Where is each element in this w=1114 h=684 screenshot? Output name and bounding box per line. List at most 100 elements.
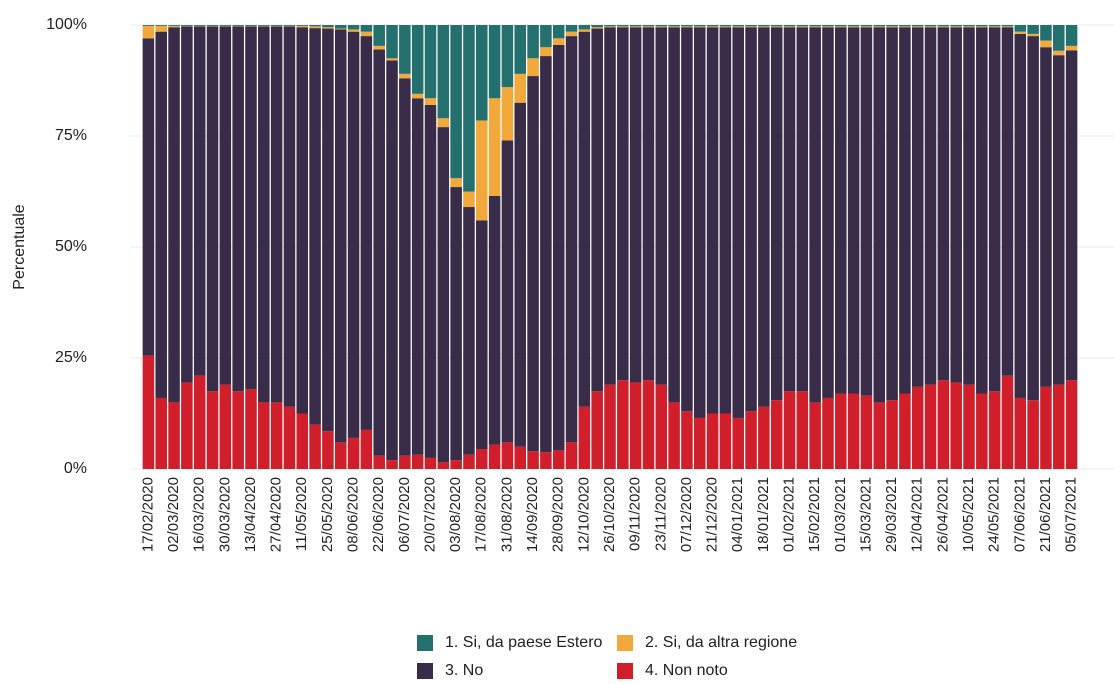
x-tick-label: 12/10/2020: [575, 477, 592, 552]
bar-segment: [258, 402, 270, 469]
bar-segment: [989, 26, 1001, 27]
bar-segment: [1066, 380, 1078, 469]
bar-segment: [707, 414, 719, 470]
bar-segment: [1015, 34, 1027, 398]
bar-segment: [168, 27, 180, 402]
bar-segment: [335, 29, 347, 30]
bar-segment: [681, 411, 693, 469]
bar-segment: [771, 27, 783, 400]
bar-segment: [976, 27, 988, 393]
bar-segment: [758, 25, 770, 26]
bar-segment: [335, 442, 347, 469]
x-tick-label: 26/10/2020: [601, 477, 618, 552]
bar-segment: [835, 26, 847, 27]
x-tick-label: 13/04/2020: [242, 477, 259, 552]
legend-swatch: [617, 663, 633, 679]
bar-segment: [617, 26, 629, 27]
bar-segment: [1015, 25, 1027, 32]
bar-segment: [399, 25, 411, 74]
bar-segment: [348, 32, 360, 438]
bar-segment: [809, 402, 821, 469]
bar-segment: [309, 425, 321, 469]
bar-segment: [168, 402, 180, 469]
bar-segment: [220, 385, 232, 469]
bar-segment: [373, 46, 385, 50]
bar-segment: [848, 25, 860, 26]
bar-segment: [784, 391, 796, 469]
x-tick-label: 05/07/2021: [1063, 477, 1080, 552]
bar-segment: [181, 26, 193, 382]
bar-segment: [899, 26, 911, 27]
bar-segment: [168, 25, 180, 26]
x-tick-label: 18/01/2021: [755, 477, 772, 552]
bar-segment: [514, 25, 526, 74]
bar-segment: [668, 26, 680, 27]
bar-segment: [720, 25, 732, 26]
bar-segment: [348, 438, 360, 469]
x-tick-label: 08/06/2020: [345, 477, 362, 552]
bar-segment: [950, 25, 962, 26]
bar-segment: [771, 400, 783, 469]
bar-segment: [732, 25, 744, 26]
bar-segment: [348, 25, 360, 29]
bar-segment: [514, 103, 526, 447]
bar-segment: [925, 385, 937, 469]
bar-segment: [668, 27, 680, 402]
bar-segment: [438, 462, 450, 469]
bar-segment: [489, 98, 501, 196]
bar-segment: [220, 25, 232, 26]
x-tick-label: 24/05/2021: [986, 477, 1003, 552]
bar-segment: [758, 27, 770, 407]
bar-segment: [604, 25, 616, 26]
bar-segment: [591, 391, 603, 469]
bar-segment: [450, 25, 462, 178]
bar-segment: [207, 25, 219, 26]
bar-segment: [1053, 51, 1065, 55]
bar-segment: [745, 411, 757, 469]
bar-segment: [732, 27, 744, 418]
bar-segment: [630, 25, 642, 26]
bar-segment: [848, 27, 860, 393]
bar-segment: [771, 26, 783, 27]
x-tick-label: 09/11/2020: [627, 477, 644, 551]
bar-segment: [630, 382, 642, 469]
bar-segment: [463, 455, 475, 469]
x-tick-label: 27/04/2020: [268, 477, 285, 552]
bar-segment: [873, 402, 885, 469]
bar-segment: [399, 456, 411, 469]
bar-segment: [297, 27, 309, 413]
bar-segment: [1040, 47, 1052, 387]
bar-segment: [1040, 41, 1052, 48]
bar-segment: [1002, 26, 1014, 27]
bar-segment: [322, 27, 334, 28]
y-tick-label: 50%: [55, 238, 87, 255]
bar-segment: [232, 25, 244, 26]
x-tick-label: 29/03/2021: [883, 477, 900, 552]
bar-segment: [386, 460, 398, 469]
bar-segment: [232, 26, 244, 391]
bar-segment: [912, 27, 924, 387]
bar-segment: [848, 394, 860, 469]
bar-segment: [489, 196, 501, 445]
bar-segment: [938, 25, 950, 26]
bar-segment: [873, 26, 885, 27]
bar-segment: [1027, 34, 1039, 36]
bar-segment: [155, 26, 167, 32]
bar-segment: [963, 25, 975, 26]
bar-segment: [1053, 25, 1065, 51]
bar-segment: [784, 27, 796, 391]
bar-segment: [720, 26, 732, 27]
x-tick-label: 04/01/2021: [729, 477, 746, 552]
bar-segment: [720, 414, 732, 470]
bar-segment: [514, 447, 526, 469]
x-tick-label: 15/02/2021: [806, 477, 823, 552]
bar-segment: [181, 382, 193, 469]
bar-segment: [925, 26, 937, 27]
bar-segment: [579, 25, 591, 29]
bar-segment: [438, 127, 450, 462]
bar-segment: [373, 456, 385, 469]
x-tick-label: 30/03/2020: [216, 477, 233, 552]
bar-segment: [668, 402, 680, 469]
bar-segment: [284, 25, 296, 26]
bar-segment: [540, 47, 552, 56]
